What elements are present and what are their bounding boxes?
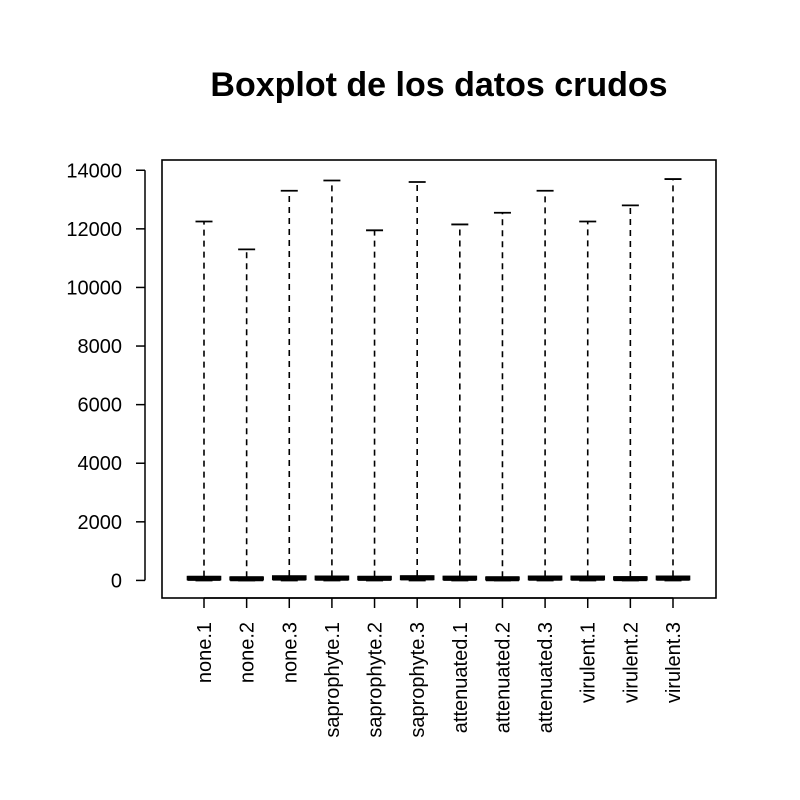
x-tick-label: virulent.1 xyxy=(578,622,600,703)
chart-title: Boxplot de los datos crudos xyxy=(210,66,667,104)
box-saprophyte.2 xyxy=(357,229,392,582)
box-attenuated.3 xyxy=(527,189,563,582)
box-virulent.2 xyxy=(613,204,648,582)
box-none.2 xyxy=(229,248,264,582)
box-none.3 xyxy=(271,189,307,582)
x-tick-label: saprophyte.1 xyxy=(322,622,344,738)
y-tick-label: 6000 xyxy=(78,395,123,417)
x-tick-label: attenuated.2 xyxy=(492,622,514,733)
box-saprophyte.3 xyxy=(399,181,435,582)
x-tick-label: virulent.3 xyxy=(663,622,685,703)
box-attenuated.1 xyxy=(442,223,478,582)
x-axis: none.1 none.2 none.3 saprophyte.1 saprophyte… xyxy=(194,597,685,738)
box-saprophyte.1 xyxy=(314,179,350,582)
x-tick-label: none.3 xyxy=(279,622,301,683)
y-tick-label: 8000 xyxy=(78,336,123,358)
y-tick-label: 2000 xyxy=(78,512,123,534)
boxes xyxy=(186,178,691,582)
x-tick-label: saprophyte.3 xyxy=(407,622,429,738)
box-virulent.3 xyxy=(655,178,691,582)
y-tick-label: 10000 xyxy=(66,277,122,299)
y-tick-label: 4000 xyxy=(78,453,123,475)
box-none.1 xyxy=(186,220,222,582)
y-tick-label: 14000 xyxy=(66,160,122,182)
x-tick-label: attenuated.3 xyxy=(535,622,557,733)
x-tick-label: virulent.2 xyxy=(620,622,642,703)
box-attenuated.2 xyxy=(485,211,520,582)
x-tick-label: attenuated.1 xyxy=(450,622,472,733)
y-tick-label: 12000 xyxy=(66,219,122,241)
y-axis: 0 2000 4000 6000 8000 10000 12000 14000 xyxy=(66,160,146,592)
x-tick-label: none.2 xyxy=(237,622,259,683)
box-virulent.1 xyxy=(570,220,606,582)
x-tick-label: none.1 xyxy=(194,622,216,683)
x-tick-label: saprophyte.2 xyxy=(365,622,387,738)
plot-area-frame xyxy=(161,159,717,599)
y-tick-label: 0 xyxy=(111,570,122,592)
